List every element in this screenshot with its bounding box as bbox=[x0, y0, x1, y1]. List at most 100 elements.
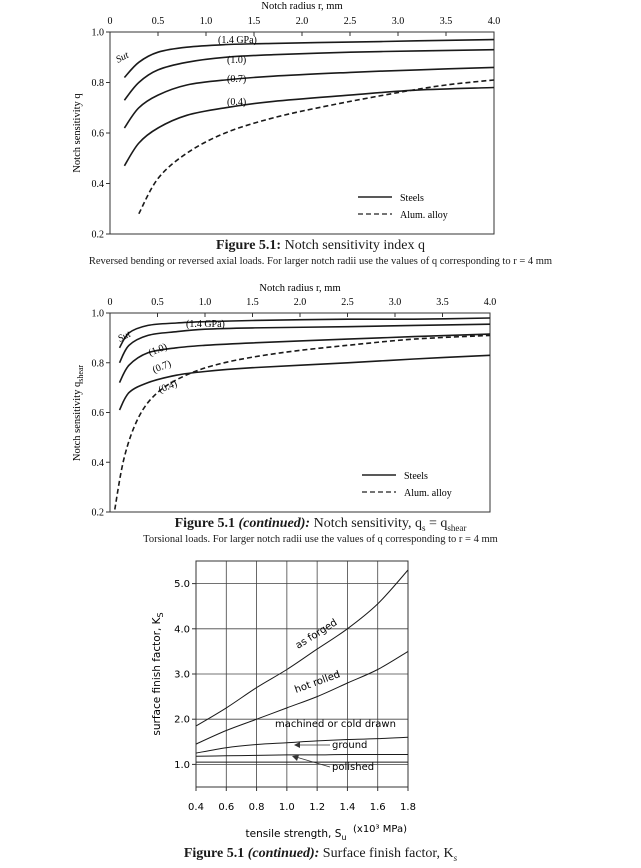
caption-text: Notch sensitivity index q bbox=[284, 238, 425, 253]
series-group bbox=[195, 569, 409, 763]
polished-pointer bbox=[295, 756, 331, 768]
polished-pointer-arrow bbox=[292, 755, 299, 761]
x-tick-label: 1.2 bbox=[309, 802, 325, 813]
y-tick-label: 3.0 bbox=[174, 670, 190, 681]
y-axis-label: Notch sensitivity qshear bbox=[72, 365, 85, 462]
curve-labels: Sut (1.4 GPa) (1.0) (0.7) (0.4) bbox=[114, 35, 257, 108]
legend-steels-label: Steels bbox=[400, 193, 424, 204]
surface-finish-chart: surface finish factor, KS 0.4 0.6 0.8 1.0 1.… bbox=[151, 560, 416, 842]
x-tick-label: 2.0 bbox=[294, 297, 307, 308]
caption-continued: (continued): bbox=[247, 846, 320, 861]
y-ticks: 1.0 0.8 0.6 0.4 0.2 bbox=[92, 309, 110, 519]
x-tick-label: 1.0 bbox=[200, 16, 213, 27]
x-ticks: 0 0.5 1.0 1.5 2.0 2.5 3.0 3.5 4.0 bbox=[108, 16, 500, 36]
y-tick-label: 0.8 bbox=[92, 358, 105, 369]
series-label-ground: ground bbox=[332, 740, 367, 751]
caption-label: Figure 5.1 bbox=[174, 516, 236, 531]
y-tick-label: 0.6 bbox=[92, 129, 105, 140]
caption-label: Figure 5.1 bbox=[183, 846, 245, 861]
y-tick-label: 0.2 bbox=[92, 230, 105, 241]
series-label-0.7: (0.7) bbox=[151, 358, 173, 375]
x-axis-label: tensile strength, Su bbox=[246, 828, 347, 842]
x-tick-label: 3.0 bbox=[392, 16, 405, 27]
grid bbox=[195, 561, 409, 787]
series-line-ground bbox=[195, 753, 408, 757]
x-tick-label: 2.5 bbox=[344, 16, 357, 27]
legend-steels-label: Steels bbox=[404, 471, 428, 482]
series-line-0.7 bbox=[123, 66, 495, 129]
legend-alum-label: Alum. alloy bbox=[400, 210, 448, 221]
series-line-0.4 bbox=[123, 86, 495, 167]
series-label-0.4: (0.4) bbox=[227, 97, 246, 108]
legend: Steels Alum. alloy bbox=[362, 471, 452, 499]
x-tick-label: 4.0 bbox=[484, 297, 497, 308]
x-tick-label: 0.4 bbox=[188, 802, 204, 813]
ground-pointer-arrow bbox=[294, 742, 300, 748]
caption-label: Figure 5.1: bbox=[216, 238, 282, 253]
y-tick-label: 0.8 bbox=[92, 78, 105, 89]
y-tick-label: 0.6 bbox=[92, 408, 105, 419]
series-label-1.4gpa: (1.4 GPa) bbox=[218, 35, 257, 46]
x-tick-label: 0.5 bbox=[152, 16, 165, 27]
x-tick-label: 3.0 bbox=[389, 297, 402, 308]
x-tick-label: 2.5 bbox=[341, 297, 354, 308]
x-axis-label: Notch radius r, mm bbox=[259, 283, 340, 294]
x-tick-label: 3.5 bbox=[436, 297, 449, 308]
series-label-machined: machined or cold drawn bbox=[275, 719, 396, 730]
x-tick-label: 0 bbox=[108, 16, 113, 27]
caption-text: Surface finish factor, Ks bbox=[322, 846, 458, 863]
series-label-polished: polished bbox=[332, 762, 374, 773]
y-axis-label: Notch sensitivity q bbox=[72, 93, 83, 173]
series-label-1.4gpa: (1.4 GPa) bbox=[186, 319, 225, 330]
y-tick-label: 0.4 bbox=[92, 458, 105, 469]
notch-sensitivity-shear-chart: Notch radius r, mm Notch sensitivity qsh… bbox=[72, 283, 496, 519]
series-line-machined-or-cold-drawn bbox=[195, 736, 409, 754]
series-label-1.0: (1.0) bbox=[147, 341, 169, 358]
series-line-1.4-gpa bbox=[118, 317, 491, 349]
x-tick-label: 2.0 bbox=[296, 16, 309, 27]
plot-frame bbox=[109, 31, 495, 235]
y-tick-label: 0.2 bbox=[92, 508, 105, 519]
figure-3-caption: Figure 5.1 (continued): Surface finish f… bbox=[0, 846, 641, 863]
legend-alum-label: Alum. alloy bbox=[404, 488, 452, 499]
series-label-as-forged: as forged bbox=[294, 617, 340, 651]
sut-label: Sut bbox=[116, 329, 133, 345]
x-ticks: 0 0.5 1.0 1.5 2.0 2.5 3.0 3.5 4.0 bbox=[108, 297, 497, 317]
x-tick-label: 1.8 bbox=[400, 802, 416, 813]
x-tick-label: 1.5 bbox=[248, 16, 261, 27]
series-line-as-forged bbox=[195, 569, 409, 727]
figure-1-subtitle: Reversed bending or reversed axial loads… bbox=[88, 256, 553, 267]
series-group bbox=[123, 38, 495, 215]
notch-sensitivity-chart: Notch radius r, mm Notch sensitivity q 0… bbox=[72, 1, 500, 241]
plot-frame bbox=[109, 312, 491, 513]
y-tick-label: 1.0 bbox=[92, 309, 105, 320]
caption-continued: (continued): bbox=[238, 516, 311, 531]
series-line-1.0 bbox=[123, 48, 495, 101]
series-line-0.7 bbox=[118, 333, 491, 383]
x-tick-label: 1.4 bbox=[339, 802, 355, 813]
series-line-alum-alloy bbox=[114, 334, 491, 510]
figure-1-caption: Figure 5.1: Notch sensitivity index q bbox=[0, 238, 641, 254]
series-line-1.0 bbox=[118, 323, 491, 364]
y-tick-label: 1.0 bbox=[174, 760, 190, 771]
x-tick-label: 1.0 bbox=[199, 297, 212, 308]
x-ticks: 0.4 0.6 0.8 1.0 1.2 1.4 1.6 1.8 bbox=[188, 787, 416, 813]
x-tick-label: 0.5 bbox=[151, 297, 164, 308]
series-group bbox=[114, 317, 491, 510]
series-label-1.0: (1.0) bbox=[227, 55, 246, 66]
y-tick-label: 4.0 bbox=[174, 624, 190, 635]
x-tick-label: 1.6 bbox=[370, 802, 386, 813]
x-tick-label: 0.6 bbox=[218, 802, 234, 813]
series-line-1.4-gpa bbox=[123, 38, 495, 79]
x-axis-label: Notch radius r, mm bbox=[261, 1, 342, 12]
series-line-0.4 bbox=[118, 354, 491, 411]
series-label-0.7: (0.7) bbox=[227, 74, 246, 85]
series-line-alum-alloy bbox=[138, 79, 495, 215]
legend: Steels Alum. alloy bbox=[358, 193, 448, 221]
figure-2-subtitle: Torsional loads. For larger notch radii … bbox=[143, 534, 498, 545]
series-line-hot-rolled bbox=[195, 650, 409, 745]
sut-label: Sut bbox=[114, 50, 131, 66]
x-axis-unit: (x10³ MPa) bbox=[353, 824, 407, 835]
y-tick-label: 2.0 bbox=[174, 715, 190, 726]
